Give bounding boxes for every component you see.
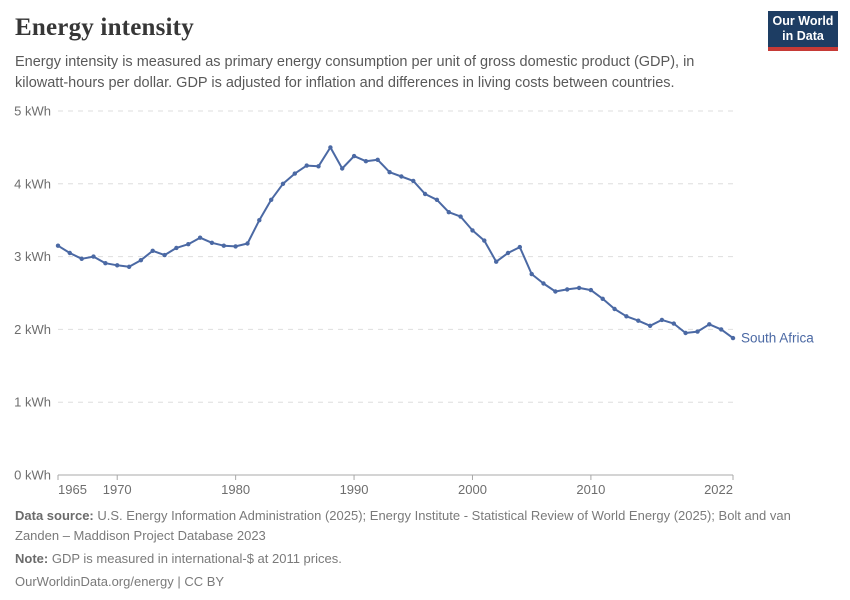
data-point [636, 318, 641, 323]
y-tick-label: 1 kWh [14, 395, 51, 410]
x-tick-label: 1980 [221, 482, 250, 497]
data-point [505, 250, 511, 256]
data-source-text: U.S. Energy Information Administration (… [15, 508, 791, 543]
data-point [422, 191, 428, 197]
data-point [115, 263, 120, 268]
data-point [79, 256, 84, 261]
data-point [375, 157, 380, 162]
x-tick-label: 2022 [704, 482, 733, 497]
note-label: Note: [15, 551, 49, 566]
data-point [55, 243, 61, 248]
data-point [209, 240, 215, 245]
data-point [624, 314, 629, 319]
data-point [280, 181, 286, 186]
x-tick-label: 2000 [458, 482, 487, 497]
data-point [363, 159, 369, 164]
data-point [351, 153, 357, 159]
data-point [541, 281, 546, 286]
data-point [647, 323, 653, 328]
data-source-line: Data source: U.S. Energy Information Adm… [15, 506, 821, 546]
data-point [411, 178, 416, 184]
data-point [103, 261, 108, 266]
data-point [257, 218, 262, 223]
y-tick-label: 4 kWh [14, 176, 51, 191]
data-point [197, 235, 203, 240]
logo-line-1: Our World [772, 14, 834, 28]
data-point [494, 259, 499, 264]
data-point [719, 327, 724, 332]
data-point [126, 264, 132, 269]
data-point [707, 322, 712, 327]
license-line: OurWorldinData.org/energy | CC BY [15, 574, 225, 589]
data-point [482, 238, 487, 243]
data-point [446, 210, 451, 215]
chart-subtitle: Energy intensity is measured as primary … [15, 54, 695, 91]
data-point [387, 170, 392, 175]
x-tick-label: 1990 [340, 482, 369, 497]
data-point [328, 145, 333, 150]
data-point [683, 330, 688, 336]
data-point [174, 245, 179, 251]
data-point [221, 243, 226, 248]
y-tick-label: 5 kWh [14, 104, 51, 119]
data-point [671, 321, 676, 326]
data-point [138, 258, 144, 263]
data-point [553, 289, 558, 294]
data-point [588, 287, 594, 293]
data-point [529, 271, 534, 277]
x-tick-label: 1970 [103, 482, 132, 497]
data-point [91, 254, 96, 259]
chart-footer: Data source: U.S. Energy Information Adm… [15, 506, 821, 595]
data-point [233, 244, 238, 249]
data-point [340, 166, 345, 171]
logo-line-2: in Data [782, 29, 824, 43]
data-point [576, 285, 582, 291]
data-source-label: Data source: [15, 508, 94, 523]
trend-line [57, 146, 734, 340]
y-tick-label: 2 kWh [14, 322, 51, 337]
owid-logo: Our World in Data [768, 11, 838, 51]
y-tick-label: 3 kWh [14, 249, 51, 264]
data-point [434, 197, 440, 202]
data-point [186, 242, 191, 247]
data-point [292, 171, 297, 176]
data-point [67, 250, 73, 256]
data-point [304, 163, 309, 168]
data-point [612, 306, 617, 312]
note-line: Note: GDP is measured in international-$… [15, 549, 821, 569]
data-point [162, 252, 167, 258]
x-tick-label: 2010 [576, 482, 605, 497]
data-point [399, 174, 404, 179]
data-point [316, 164, 321, 169]
entity-label: South Africa [741, 331, 814, 346]
data-point [659, 317, 665, 323]
data-point [695, 329, 700, 334]
y-tick-label: 0 kWh [14, 468, 51, 483]
x-tick-label: 1965 [58, 482, 87, 497]
data-point [600, 296, 605, 301]
data-point [269, 197, 274, 202]
data-point [458, 214, 463, 219]
page-title: Energy intensity [15, 14, 194, 41]
data-point [245, 241, 250, 246]
data-point [730, 335, 736, 341]
data-point [470, 228, 475, 233]
data-point [517, 244, 522, 250]
note-text: GDP is measured in international-$ at 20… [51, 551, 342, 566]
data-point [565, 287, 570, 292]
data-point [150, 248, 155, 253]
